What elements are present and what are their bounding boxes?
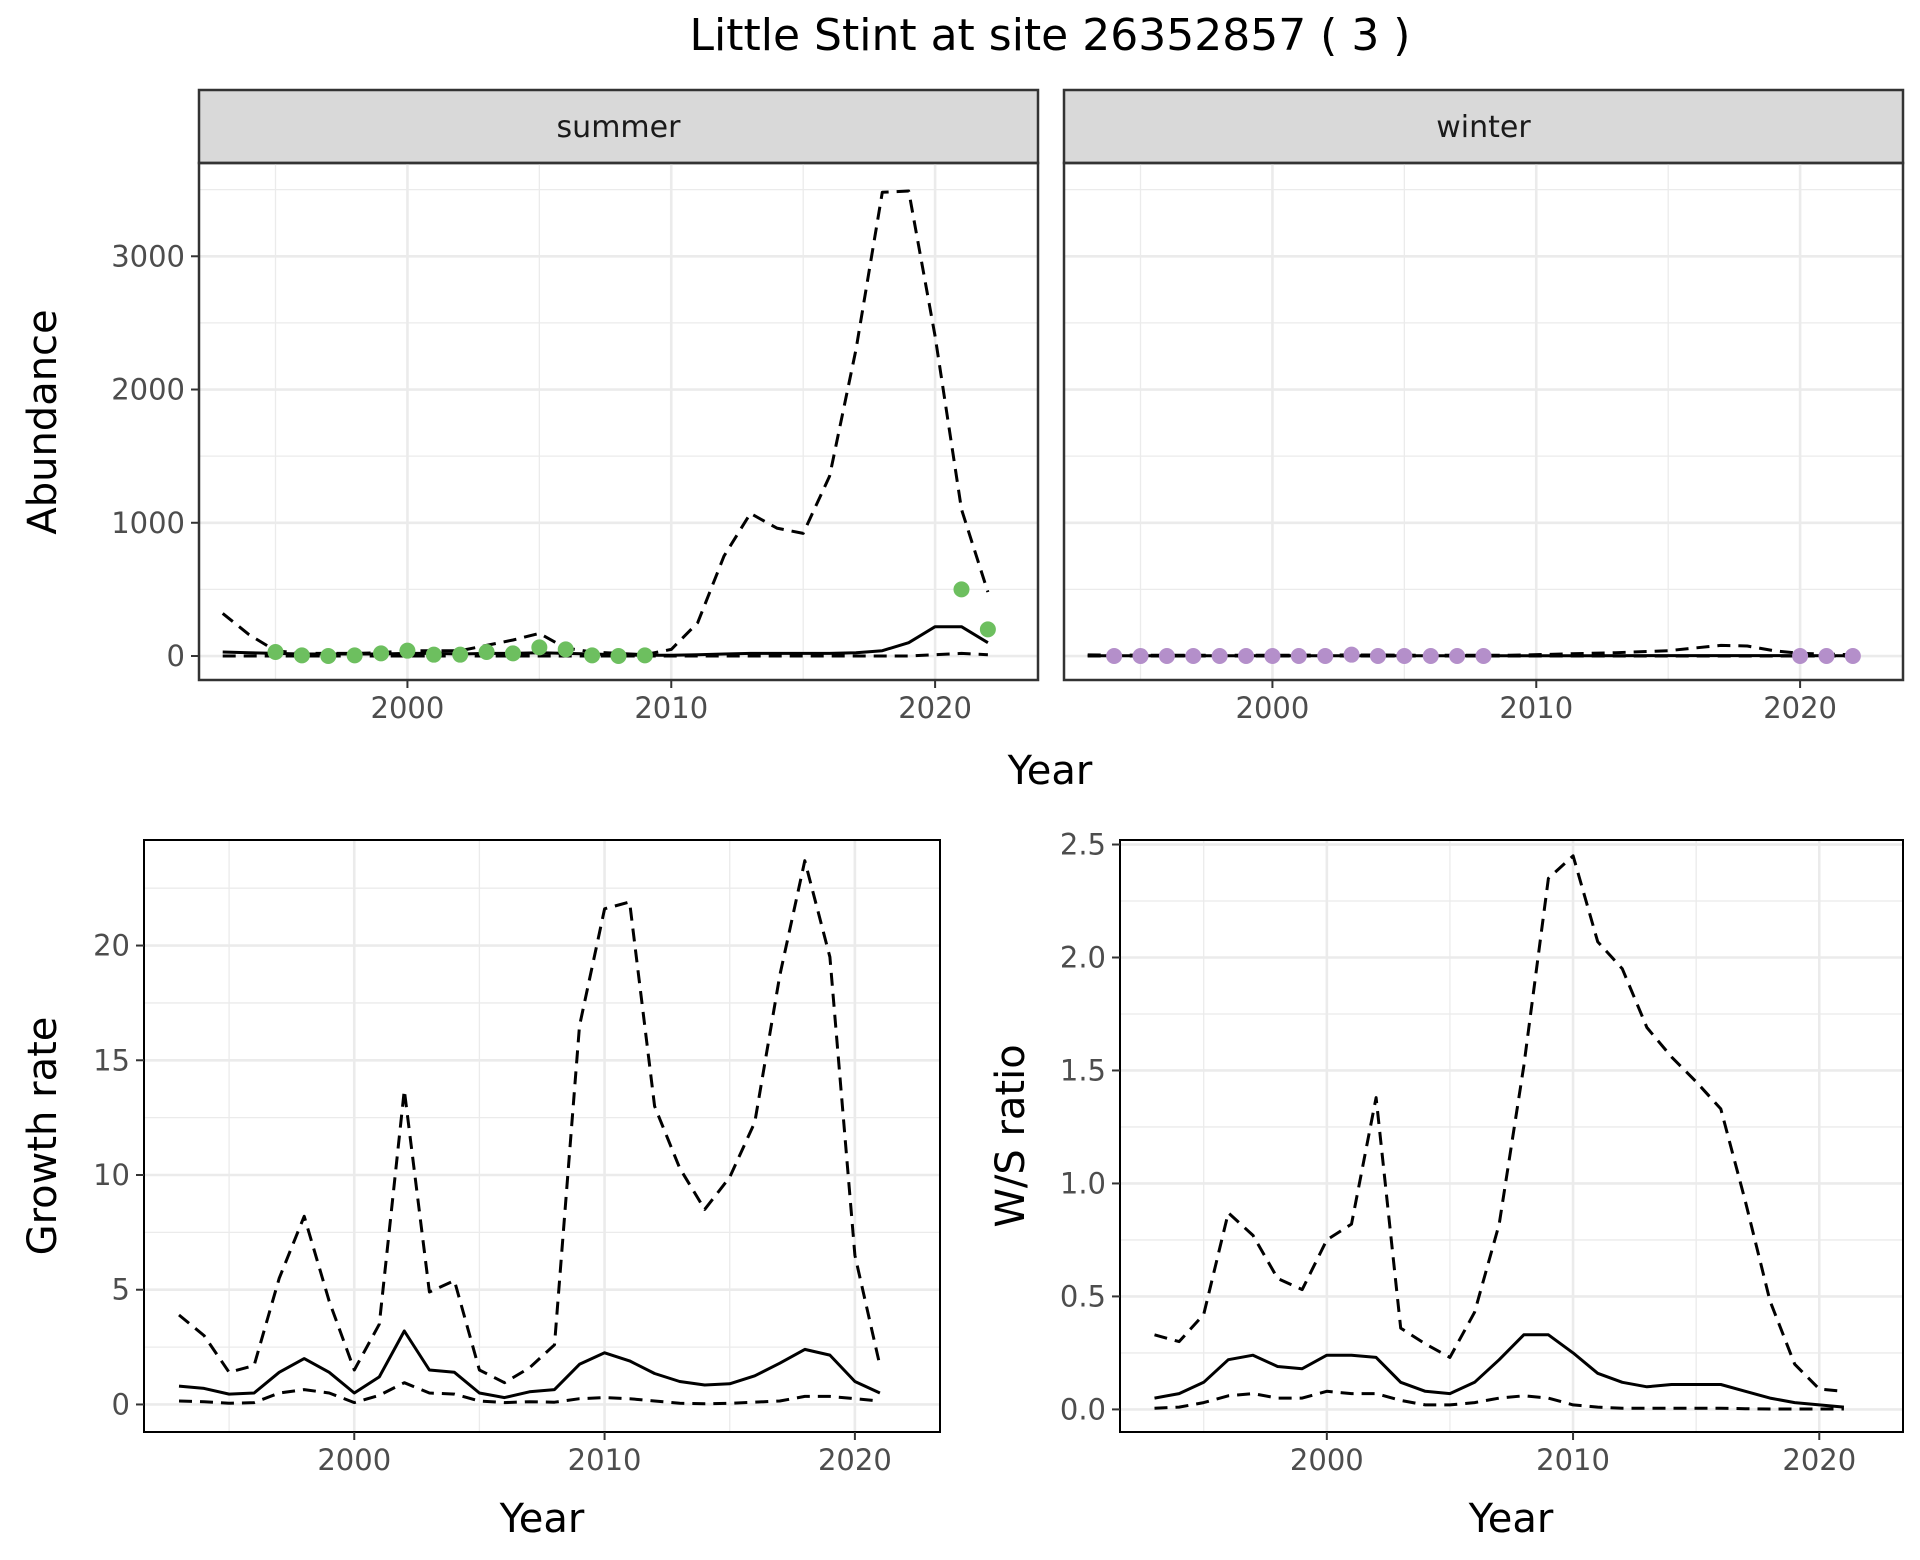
panel-border [143,839,941,1433]
data-point [1238,648,1255,665]
data-point [399,642,416,659]
y-axis-title: Growth rate [20,1017,66,1256]
figure-title: Little Stint at site 26352857 ( 3 ) [690,10,1411,61]
growth-rate-chart: 2000 2010 2020 0 5 10 15 20 Year Growth rate [20,839,941,1542]
y-tick-label: 1.5 [1060,1053,1106,1087]
x-tick-label: 2020 [1763,691,1837,725]
data-point [293,647,310,664]
data-point [1449,648,1466,665]
y-tick-label: 0.5 [1060,1279,1106,1313]
data-point [504,645,521,662]
data-point [373,645,390,662]
data-point [1264,648,1281,665]
x-tick-label: 2000 [371,691,445,725]
data-point [320,648,337,665]
data-point [267,644,284,661]
data-point [1132,648,1149,665]
panel-border [1119,839,1904,1433]
x-tick-label: 2000 [317,1443,391,1477]
y-tick-label: 1.0 [1060,1166,1106,1200]
x-tick-label: 2000 [1236,691,1310,725]
data-point [1317,648,1334,665]
data-point [1343,646,1360,663]
y-axis-title: Abundance [20,309,66,534]
y-axis-title: W/S ratio [988,1044,1034,1227]
x-tick-label: 2010 [634,691,708,725]
series-line-lower [178,1381,881,1406]
data-point [1475,648,1492,665]
data-point [610,648,627,665]
y-tick-label: 0.0 [1060,1392,1106,1426]
series-line-upper [1087,643,1853,657]
data-point [1422,648,1439,665]
y-tick-label: 15 [93,1043,130,1077]
data-point [346,647,363,664]
x-tick-label: 2010 [1499,691,1573,725]
x-tick-label: 2020 [1782,1443,1856,1477]
y-tick-label: 10 [93,1158,130,1192]
data-point [1369,648,1386,665]
y-tick-label: 1000 [111,506,185,540]
data-point [1158,648,1175,665]
data-point [1844,648,1861,665]
data-point [557,641,574,658]
facet-strip [197,88,1040,165]
x-axis-title: Year [1468,1496,1554,1542]
y-tick-label: 0 [112,1387,130,1421]
facet-strip-label: summer [557,110,682,145]
y-tick-label: 0 [167,639,185,673]
data-point [1818,648,1835,665]
series-line-fit [178,1329,881,1400]
ws-ratio-chart: 2000 2010 2020 0.0 0.5 1.0 1.5 2.0 2.5 Year W/S ra… [988,828,1904,1542]
facet-panel-winter: winter 2000 2010 2020 [1062,88,1905,725]
data-point [1396,648,1413,665]
series-line-lower [1154,1389,1844,1411]
y-tick-label: 5 [112,1273,130,1307]
facet-panel-summer: summer 2000 2010 2020 0 1000 2000 3000 [111,88,1040,725]
data-point [1106,648,1123,665]
data-point [953,581,970,598]
series-line-fit [1154,1333,1845,1409]
panel-border [197,161,1040,682]
x-tick-label: 2010 [568,1443,642,1477]
data-point [979,621,996,638]
data-point [1290,648,1307,665]
y-tick-label: 2.5 [1060,828,1106,862]
x-tick-label: 2010 [1536,1443,1610,1477]
abundance-chart: summer 2000 2010 2020 0 1000 2000 3000 winter 200… [20,88,1905,794]
data-point [531,639,548,656]
data-point [478,644,495,661]
data-point [584,647,601,664]
facet-strip-label: winter [1436,110,1531,145]
x-axis-title: Year [1007,748,1093,794]
data-point [1211,648,1228,665]
panel-border [1062,161,1905,682]
x-tick-label: 2000 [1290,1443,1364,1477]
series-line-upper [1154,854,1845,1393]
y-tick-label: 20 [93,929,130,963]
data-point [425,646,442,663]
data-point [1792,648,1809,665]
data-point [1185,648,1202,665]
y-tick-label: 2000 [111,373,185,407]
series-line-upper [221,189,990,657]
series-line-upper [178,859,882,1385]
data-point [452,646,469,663]
series-line-fit [222,625,989,657]
data-point [636,647,653,664]
y-tick-label: 2.0 [1060,940,1106,974]
x-tick-label: 2020 [898,691,972,725]
x-tick-label: 2020 [818,1443,892,1477]
y-tick-label: 3000 [111,239,185,273]
x-axis-title: Year [499,1496,585,1542]
